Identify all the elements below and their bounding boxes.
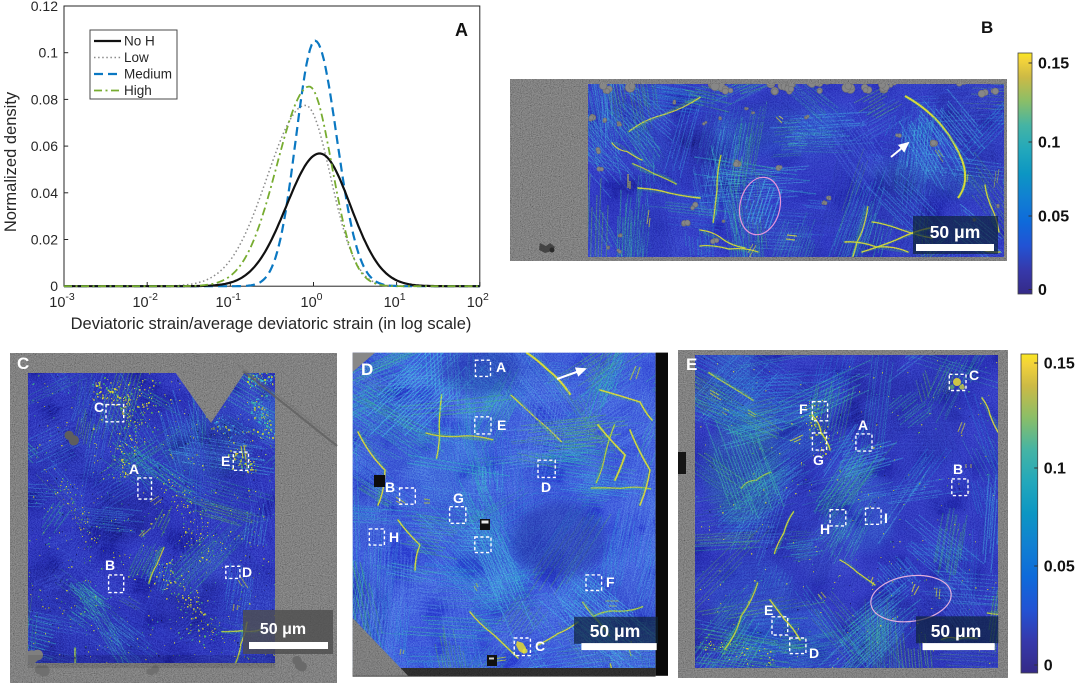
svg-text:A: A [129, 461, 139, 477]
svg-text:F: F [606, 574, 615, 590]
svg-text:C: C [969, 367, 979, 383]
svg-text:D: D [809, 645, 819, 661]
svg-text:F: F [799, 401, 808, 417]
svg-text:0.15: 0.15 [1044, 356, 1075, 373]
svg-text:C: C [94, 399, 104, 415]
svg-text:0.12: 0.12 [31, 0, 58, 14]
svg-text:G: G [453, 490, 464, 506]
svg-text:B: B [105, 557, 115, 573]
svg-text:0.1: 0.1 [39, 45, 59, 61]
svg-text:E: E [497, 417, 506, 433]
svg-text:E: E [221, 453, 230, 469]
svg-text:A: A [455, 20, 468, 40]
svg-text:0.1: 0.1 [1038, 135, 1060, 152]
svg-text:D: D [242, 564, 252, 580]
svg-text:B: B [981, 18, 993, 37]
svg-text:H: H [389, 529, 399, 545]
svg-text:Medium: Medium [124, 67, 172, 82]
svg-text:D: D [361, 360, 373, 379]
svg-text:H: H [820, 521, 830, 537]
svg-text:Normalized density: Normalized density [2, 91, 20, 232]
svg-text:50 μm: 50 μm [930, 222, 981, 242]
svg-text:Deviatoric strain/average devi: Deviatoric strain/average deviatoric str… [71, 315, 472, 333]
svg-text:0: 0 [50, 278, 58, 294]
svg-text:0.02: 0.02 [31, 232, 58, 248]
svg-text:0.08: 0.08 [31, 91, 58, 107]
svg-text:50 μm: 50 μm [260, 621, 306, 638]
svg-text:0.06: 0.06 [31, 138, 58, 154]
svg-text:0: 0 [1044, 658, 1053, 675]
svg-text:G: G [813, 452, 824, 468]
svg-text:0.05: 0.05 [1038, 209, 1069, 226]
svg-text:D: D [541, 479, 551, 495]
svg-text:Low: Low [124, 50, 149, 65]
svg-text:High: High [124, 83, 152, 98]
svg-text:E: E [764, 602, 773, 618]
svg-text:A: A [858, 417, 868, 433]
svg-text:0.05: 0.05 [1044, 559, 1075, 576]
svg-text:C: C [535, 638, 545, 654]
svg-text:0.04: 0.04 [31, 185, 58, 201]
svg-text:A: A [496, 359, 506, 375]
svg-text:0.1: 0.1 [1044, 461, 1066, 478]
svg-text:50 μm: 50 μm [590, 621, 641, 641]
svg-text:C: C [17, 354, 29, 373]
svg-text:50 μm: 50 μm [931, 621, 982, 641]
svg-text:0.15: 0.15 [1038, 56, 1069, 73]
svg-text:E: E [686, 355, 697, 374]
svg-text:No H: No H [124, 34, 155, 49]
svg-text:B: B [385, 479, 395, 495]
svg-text:B: B [953, 461, 963, 477]
svg-text:I: I [884, 510, 888, 526]
svg-text:0: 0 [1038, 282, 1047, 299]
